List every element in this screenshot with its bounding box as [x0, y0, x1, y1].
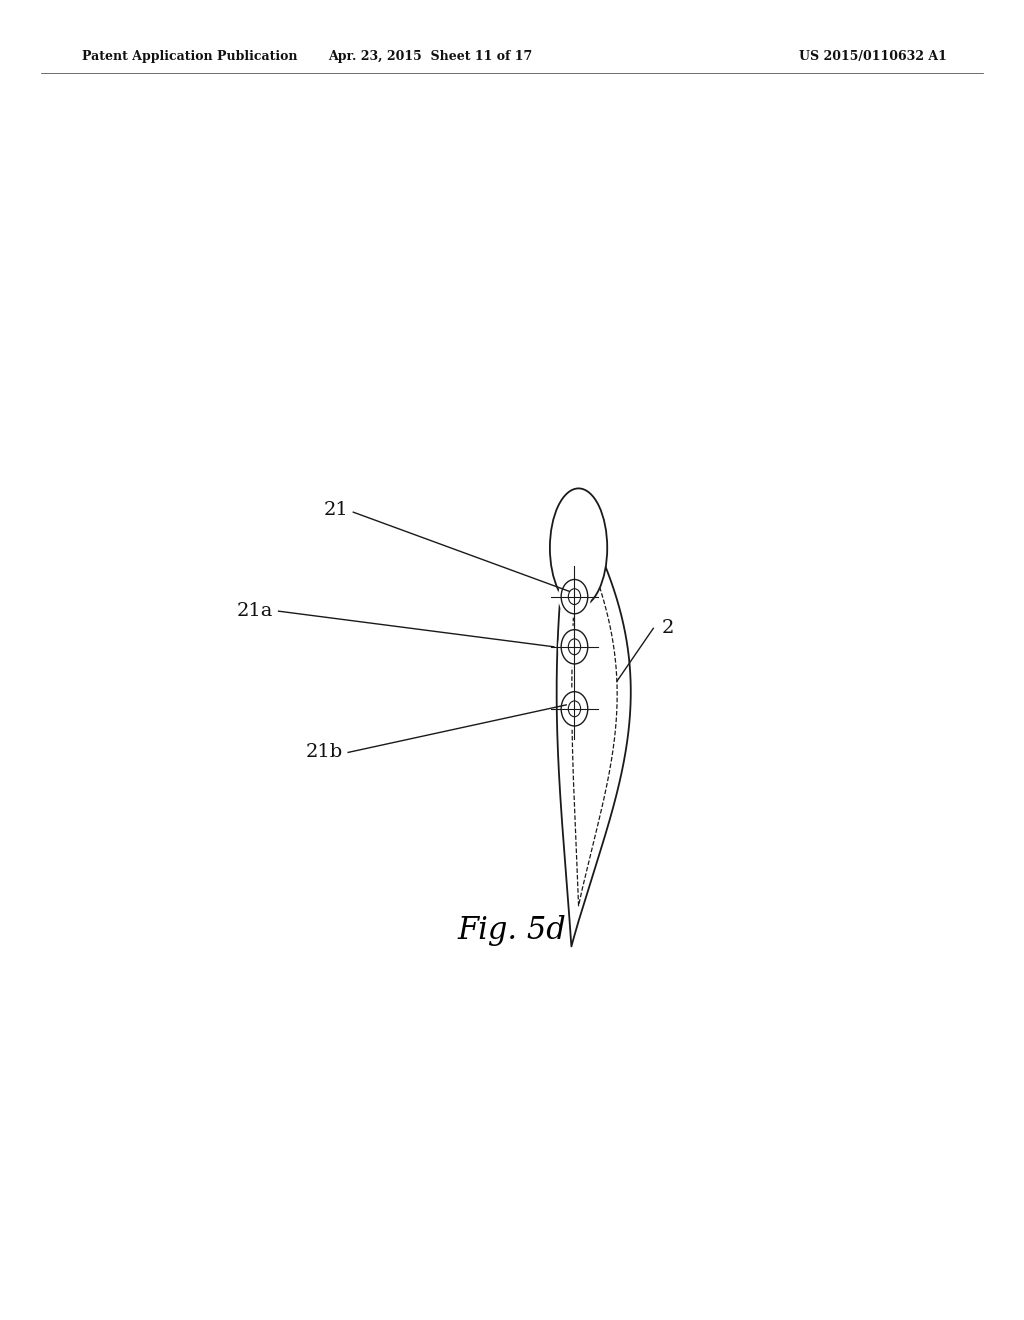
Text: 2: 2 [662, 619, 674, 638]
Circle shape [558, 688, 591, 730]
Circle shape [558, 576, 591, 618]
Circle shape [568, 701, 581, 717]
Text: Apr. 23, 2015  Sheet 11 of 17: Apr. 23, 2015 Sheet 11 of 17 [328, 50, 532, 63]
Circle shape [561, 630, 588, 664]
Circle shape [561, 692, 588, 726]
Polygon shape [557, 495, 631, 946]
Circle shape [561, 579, 588, 614]
Circle shape [558, 626, 591, 668]
Text: Patent Application Publication: Patent Application Publication [82, 50, 297, 63]
Text: 21a: 21a [237, 602, 273, 620]
Text: 21: 21 [324, 500, 348, 519]
Text: 21b: 21b [306, 743, 343, 762]
Ellipse shape [550, 488, 607, 607]
Circle shape [568, 589, 581, 605]
Text: US 2015/0110632 A1: US 2015/0110632 A1 [799, 50, 946, 63]
Circle shape [568, 639, 581, 655]
Text: Fig. 5d: Fig. 5d [458, 915, 566, 946]
